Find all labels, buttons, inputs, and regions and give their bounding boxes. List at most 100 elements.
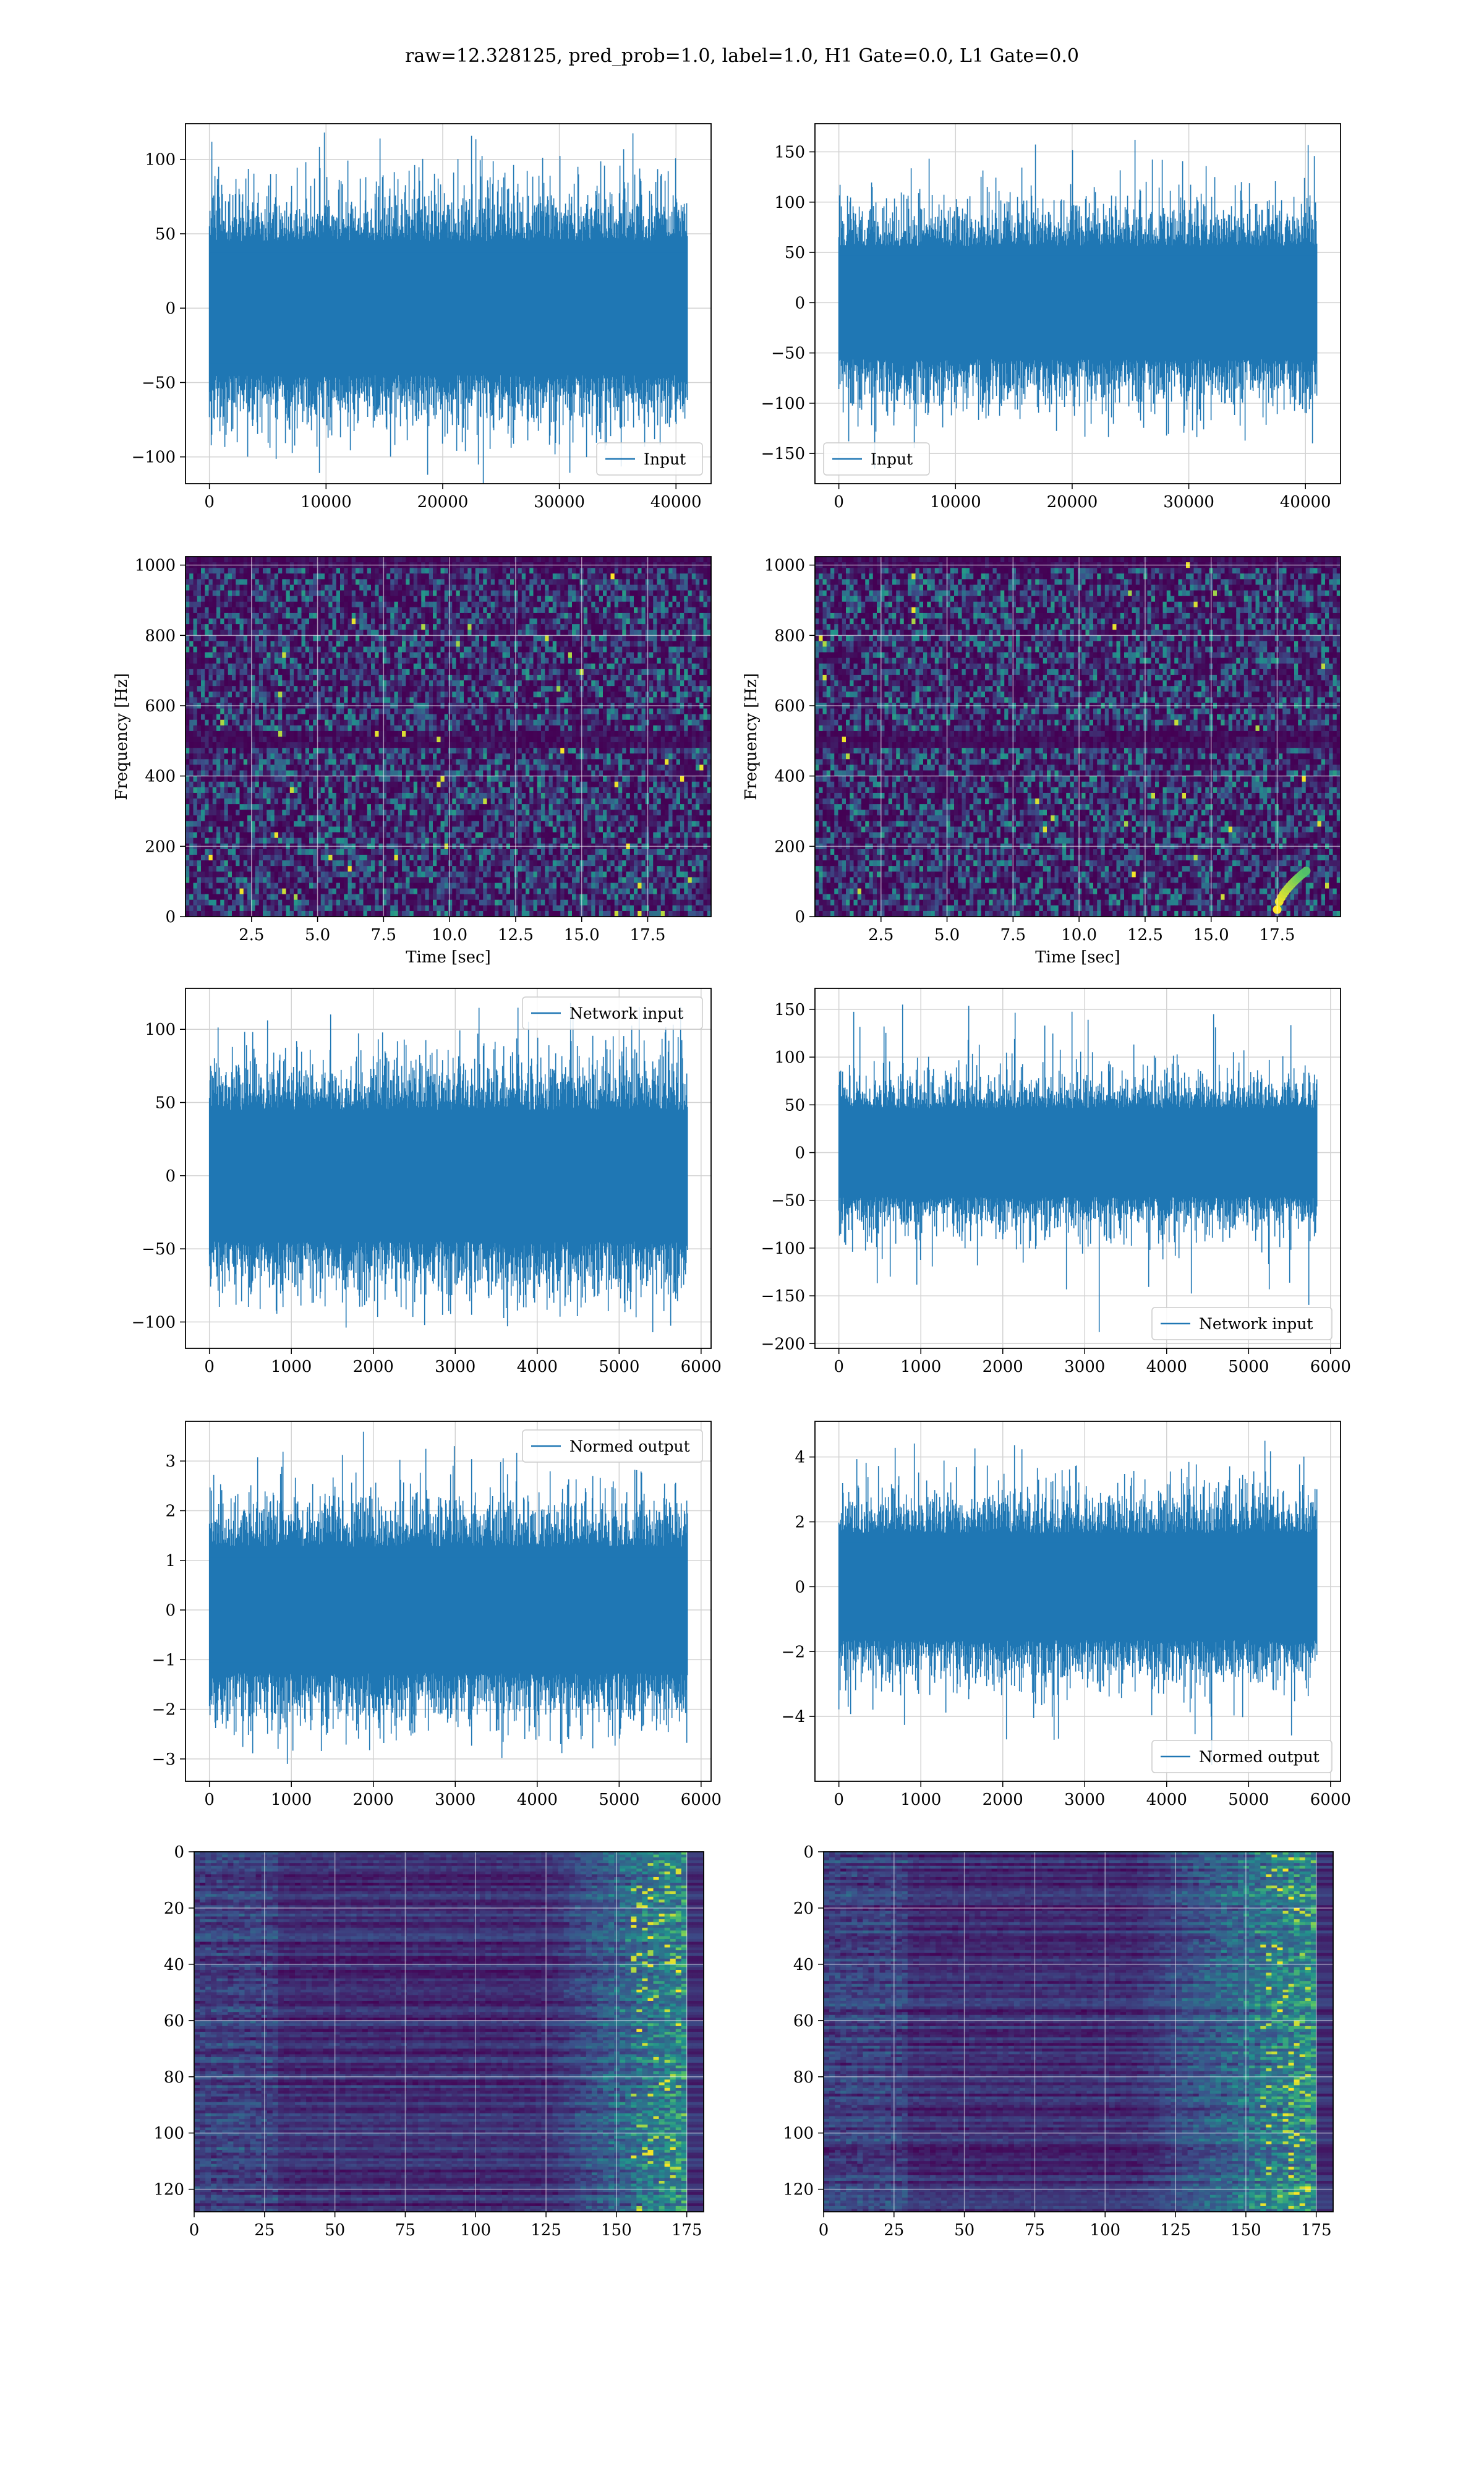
heatmap-cell (263, 590, 267, 597)
heatmap-cell (572, 697, 576, 704)
heatmap-cell (510, 657, 514, 664)
heatmap-cell (208, 573, 213, 580)
heatmap-cell (657, 607, 662, 614)
heatmap-cell (232, 652, 236, 659)
heatmap-cell (629, 730, 634, 737)
heatmap-cell (618, 719, 623, 726)
heatmap-cell (332, 697, 337, 704)
heatmap-cell (452, 641, 457, 648)
heatmap-cell (239, 630, 244, 636)
heatmap-cell (274, 635, 279, 641)
heatmap-cell (359, 590, 364, 597)
heatmap-cell (294, 663, 298, 670)
heatmap-cell (301, 691, 306, 698)
heatmap-cell (576, 584, 581, 591)
heatmap-cell (456, 641, 461, 648)
heatmap-cell (618, 590, 623, 597)
heatmap-cell (576, 612, 581, 619)
heatmap-cell (336, 568, 341, 574)
heatmap-cell (591, 708, 596, 715)
heatmap-cell (274, 657, 279, 664)
heatmap-cell (506, 646, 511, 653)
heatmap-cell (205, 584, 210, 591)
heatmap-cell (607, 674, 612, 681)
heatmap-cell (340, 674, 344, 681)
heatmap-cell (564, 618, 569, 625)
heatmap-cell (243, 663, 248, 670)
heatmap-cell (378, 652, 383, 659)
heatmap-cell (514, 646, 519, 653)
heatmap-cell (680, 635, 684, 641)
heatmap-cell (502, 686, 507, 692)
heatmap-cell (583, 557, 588, 563)
heatmap-cell (398, 579, 403, 586)
heatmap-cell (506, 590, 511, 597)
heatmap-cell (603, 691, 607, 698)
heatmap-cell (514, 663, 519, 670)
heatmap-cell (444, 641, 449, 648)
heatmap-cell (518, 714, 522, 721)
heatmap-cell (220, 624, 225, 630)
heatmap-cell (487, 753, 492, 760)
heatmap-cell (317, 596, 322, 602)
heatmap-cell (263, 748, 267, 754)
heatmap-cell (607, 601, 612, 608)
heatmap-cell (236, 753, 241, 760)
heatmap-cell (660, 646, 665, 653)
heatmap-cell (313, 596, 318, 602)
heatmap-cell (351, 686, 356, 692)
heatmap-cell (193, 680, 198, 687)
heatmap-cell (216, 725, 221, 732)
heatmap-cell (216, 708, 221, 715)
heatmap-cell (680, 601, 684, 608)
heatmap-cell (587, 753, 592, 760)
heatmap-cell (529, 557, 534, 563)
heatmap-cell (537, 708, 542, 715)
heatmap-cell (390, 618, 395, 625)
heatmap-cell (618, 641, 623, 648)
heatmap-cell (278, 557, 283, 563)
heatmap-cell (510, 708, 514, 715)
heatmap-cell (378, 557, 383, 563)
heatmap-cell (688, 748, 693, 754)
heatmap-cell (205, 579, 210, 586)
heatmap-cell (325, 596, 329, 602)
heatmap-cell (282, 584, 287, 591)
heatmap-cell (274, 612, 279, 619)
heatmap-cell (356, 680, 360, 687)
y-tick-label: 100 (145, 151, 176, 169)
heatmap-cell (429, 646, 433, 653)
heatmap-cell (363, 742, 368, 748)
heatmap-cell (421, 646, 426, 653)
heatmap-cell (568, 624, 573, 630)
heatmap-cell (537, 612, 542, 619)
heatmap-cell (703, 663, 708, 670)
heatmap-cell (699, 691, 704, 698)
heatmap-cell (301, 730, 306, 737)
heatmap-cell (409, 737, 414, 743)
heatmap-cell (634, 714, 638, 721)
heatmap-cell (502, 680, 507, 687)
heatmap-cell (576, 674, 581, 681)
heatmap-cell (336, 590, 341, 597)
heatmap-cell (502, 635, 507, 641)
heatmap-cell (189, 579, 194, 586)
heatmap-cell (286, 652, 291, 659)
heatmap-cell (510, 686, 514, 692)
heatmap-cell (603, 657, 607, 664)
heatmap-cell (526, 748, 530, 754)
heatmap-cell (258, 630, 263, 636)
heatmap-cell (413, 663, 418, 670)
heatmap-cell (325, 725, 329, 732)
heatmap-cell (521, 674, 526, 681)
heatmap-cell (325, 697, 329, 704)
heatmap-cell (328, 753, 333, 760)
heatmap-cell (684, 612, 689, 619)
heatmap-cell (216, 719, 221, 726)
heatmap-cell (552, 748, 557, 754)
heatmap-cell (208, 737, 213, 743)
heatmap-cell (193, 635, 198, 641)
heatmap-cell (634, 568, 638, 574)
heatmap-cell (653, 579, 658, 586)
heatmap-cell (267, 663, 271, 670)
